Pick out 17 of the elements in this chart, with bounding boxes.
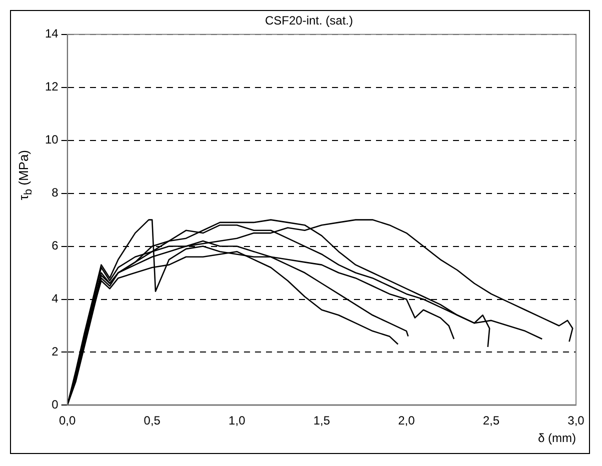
y-tick-label: 14 — [44, 26, 59, 41]
x-tick-label: 3,0 — [568, 414, 585, 428]
x-tick-label: 2,0 — [398, 414, 416, 428]
x-tick-label: 2,5 — [482, 414, 500, 428]
x-tick-label: 1,5 — [313, 414, 330, 428]
y-tick-label: 2 — [52, 344, 59, 359]
y-tick-label: 4 — [52, 292, 59, 306]
x-axis-title: δ (mm) — [538, 431, 576, 446]
x-tick-label: 0,0 — [59, 414, 76, 428]
chart-title: CSF20-int. (sat.) — [264, 14, 354, 28]
x-tick-label: 1,0 — [228, 414, 246, 428]
y-tick-label: 6 — [52, 238, 59, 253]
y-tick-label: 0 — [52, 398, 59, 412]
x-tick-label: 0,5 — [144, 414, 161, 428]
y-tick-label: 8 — [52, 186, 59, 200]
y-tick-label: 10 — [44, 132, 59, 147]
y-tick-label: 12 — [44, 80, 59, 94]
